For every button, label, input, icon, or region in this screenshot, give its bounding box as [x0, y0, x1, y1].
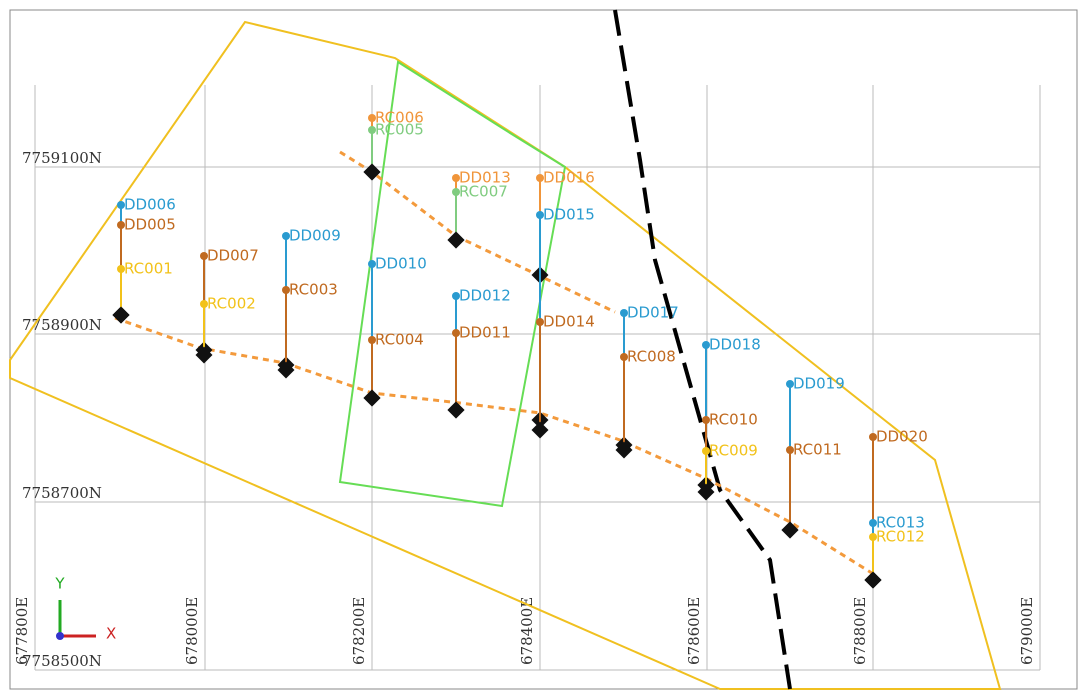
hole-collar — [869, 519, 877, 527]
hole-label: DD010 — [375, 255, 427, 273]
hole-end — [781, 521, 799, 539]
hole-collar — [702, 447, 710, 455]
hole-label: DD009 — [289, 227, 341, 245]
hole-collar — [536, 174, 544, 182]
hole-end — [363, 163, 381, 181]
hole-label: DD017 — [627, 304, 679, 322]
hole-collar — [452, 188, 460, 196]
hole-collar — [200, 300, 208, 308]
northing-label: 7759100N — [22, 149, 102, 167]
hole-label: RC008 — [627, 348, 676, 366]
hole-label: RC009 — [709, 442, 758, 460]
hole-collar — [200, 252, 208, 260]
hole-collar — [702, 341, 710, 349]
hole-label: DD012 — [459, 287, 511, 305]
hole-end — [697, 483, 715, 501]
hole-end — [112, 306, 130, 324]
hole-label: RC011 — [793, 441, 842, 459]
axis-indicator: Y X — [54, 575, 116, 643]
hole-label: RC010 — [709, 411, 758, 429]
hole-label: DD016 — [543, 169, 595, 187]
hole-label: RC012 — [876, 528, 925, 546]
boundary — [9, 20, 1002, 690]
hole-collar — [282, 286, 290, 294]
hole-collar — [117, 265, 125, 273]
hole-collar — [368, 126, 376, 134]
hole-collar — [536, 318, 544, 326]
hole-collar — [786, 446, 794, 454]
hole-end — [447, 231, 465, 249]
hole-end — [447, 401, 465, 419]
easting-label: 677800E — [13, 597, 31, 665]
hole-label: DD005 — [124, 216, 176, 234]
hole-collar — [117, 201, 125, 209]
easting-label: 678600E — [685, 597, 703, 665]
hole-collar — [869, 533, 877, 541]
hole-label: RC003 — [289, 281, 338, 299]
hole-label: RC013 — [876, 514, 925, 532]
fault-line — [613, 9, 792, 690]
hole-collar — [368, 336, 376, 344]
zone-outline — [338, 60, 567, 508]
hole-collar — [452, 174, 460, 182]
easting-label: 678200E — [350, 597, 368, 665]
hole-end — [363, 389, 381, 407]
easting-label: 678400E — [518, 597, 536, 665]
hole-label: RC006 — [375, 109, 424, 127]
frame — [9, 9, 1078, 690]
hole-label: DD006 — [124, 196, 176, 214]
hole-collar — [702, 416, 710, 424]
hole-label: RC005 — [375, 121, 424, 139]
hole-label: RC007 — [459, 183, 508, 201]
hole-collar — [620, 309, 628, 317]
hole-collar — [452, 329, 460, 337]
hole-collar — [869, 433, 877, 441]
hole-collar — [536, 211, 544, 219]
x-label: X — [106, 625, 116, 643]
drill-holes: DD006 DD005 RC001 DD007 RC002 DD009 RC003 RC006… — [112, 109, 928, 589]
hole-label: DD014 — [543, 313, 595, 331]
hole-label: DD015 — [543, 206, 595, 224]
hole-label: RC001 — [124, 260, 173, 278]
hole-collar — [368, 114, 376, 122]
hole-collar — [620, 353, 628, 361]
easting-label: 679000E — [1018, 597, 1036, 665]
hole-label: RC002 — [207, 295, 256, 313]
hole-collar — [117, 221, 125, 229]
hole-label: DD011 — [459, 324, 511, 342]
northing-label: 7758500N — [22, 652, 102, 670]
hole-collar — [368, 260, 376, 268]
hole-label: DD007 — [207, 247, 259, 265]
hole-end — [277, 361, 295, 379]
hole-label: RC004 — [375, 331, 424, 349]
origin — [56, 632, 64, 640]
hole-collar — [282, 232, 290, 240]
y-label: Y — [54, 575, 65, 593]
hole-collar — [452, 292, 460, 300]
hole-label: DD019 — [793, 375, 845, 393]
hole-collar — [786, 380, 794, 388]
hole-label: DD020 — [876, 428, 928, 446]
hole-end — [864, 571, 882, 589]
northing-label: 7758700N — [22, 484, 102, 502]
hole-end — [615, 441, 633, 459]
hole-label: DD013 — [459, 169, 511, 187]
easting-label: 678000E — [183, 597, 201, 665]
hole-end — [195, 346, 213, 364]
section-line — [114, 316, 876, 577]
easting-label: 678800E — [851, 597, 869, 665]
hole-label: DD018 — [709, 336, 761, 354]
northing-label: 7758900N — [22, 316, 102, 334]
hole-end — [531, 421, 549, 439]
